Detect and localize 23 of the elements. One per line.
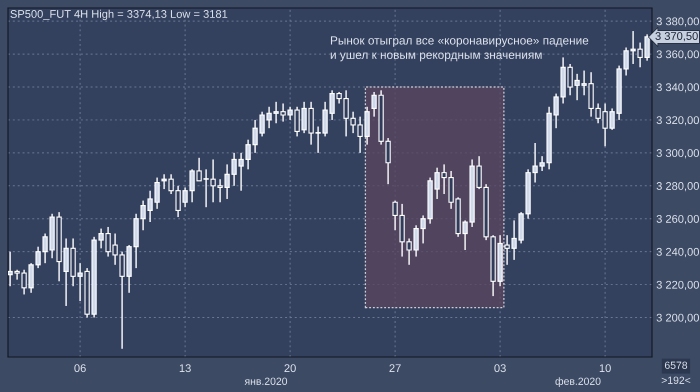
x-tick-label: 27 (389, 364, 401, 372)
y-tick-label: 3 360,00 (656, 50, 699, 60)
y-tick-label: 3 220,00 (656, 280, 699, 290)
text: янв.2020 (244, 378, 288, 385)
y-tick-label: 3 200,00 (656, 314, 699, 323)
text: фев.2020 (555, 377, 601, 387)
y-tick-label: 3 340,00 (656, 83, 699, 92)
y-tick-label: 3 320,00 (656, 116, 699, 126)
y-tick-label: 3 300,00 (656, 149, 699, 158)
x-tick-label: 03 (494, 364, 506, 372)
x-tick-label: 20 (284, 364, 296, 372)
x-tick-label: 13 (180, 364, 191, 372)
y-tick-label: 3 240,00 (656, 248, 699, 258)
x-tick-label: 06 (74, 364, 86, 372)
y-tick-label: 3 260,00 (656, 214, 699, 224)
text: 6578 (664, 362, 688, 369)
y-tick-label: 3 280,00 (656, 182, 699, 192)
text: >192< (662, 376, 690, 384)
text: 3 370,50 (655, 32, 698, 42)
y-tick-label: 3 380,00 (656, 17, 699, 27)
x-tick-label: 10 (600, 364, 611, 372)
annotation: Рынок отыграл все «коронавирусное» падение и ушел к новым рекордным значениям (330, 36, 588, 62)
chart-title: SP500_FUT 4H High = 3374,13 Low = 3181 (10, 10, 228, 20)
